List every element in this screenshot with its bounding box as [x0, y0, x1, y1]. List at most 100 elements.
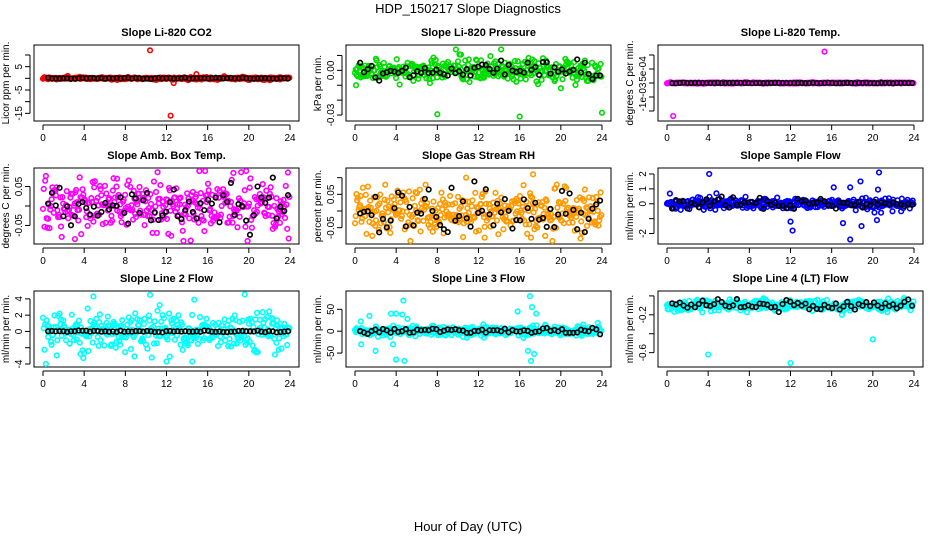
panel-title: Slope Amb. Box Temp.: [107, 150, 226, 162]
data-point: [493, 217, 501, 224]
outlier-point: [789, 227, 796, 234]
y-tick-label: 1: [638, 186, 649, 192]
data-point: [495, 231, 502, 238]
data-point: [48, 189, 56, 196]
data-point: [597, 60, 604, 68]
data-point: [253, 309, 261, 316]
data-point: [42, 172, 49, 180]
data-point: [574, 56, 581, 63]
data-point: [514, 58, 521, 65]
x-tick-label: 8: [435, 379, 441, 390]
data-point: [280, 196, 287, 203]
data-point: [402, 325, 409, 333]
data-point: [483, 200, 490, 207]
data-point: [79, 198, 86, 206]
data-point: [500, 226, 507, 233]
data-point: [90, 218, 97, 225]
data-point: [44, 215, 52, 222]
data-point: [364, 183, 372, 190]
outlier-point: [389, 341, 397, 348]
data-point: [244, 237, 251, 245]
data-point: [836, 306, 843, 313]
data-point: [454, 193, 462, 200]
data-point: [589, 205, 596, 212]
data-point: [897, 302, 904, 309]
data-point: [710, 301, 718, 308]
data-point: [76, 174, 83, 181]
data-point: [150, 178, 158, 185]
data-point: [237, 337, 244, 344]
data-point: [86, 199, 93, 207]
outlier-point: [529, 171, 537, 178]
data-point: [543, 223, 550, 230]
data-point: [398, 67, 406, 74]
data-point: [806, 306, 813, 313]
x-tick-label: 0: [40, 379, 46, 390]
data-point: [677, 206, 684, 213]
data-point: [515, 200, 522, 207]
data-point: [128, 191, 136, 198]
data-point: [201, 335, 208, 342]
data-point: [51, 312, 58, 319]
data-point: [534, 81, 542, 88]
outlier-point: [163, 358, 170, 365]
data-point: [166, 353, 173, 360]
data-point: [578, 229, 586, 236]
data-point: [596, 217, 603, 224]
outlier-point: [230, 169, 237, 177]
data-point: [155, 325, 162, 332]
data-point: [391, 325, 398, 333]
data-point: [118, 219, 125, 226]
data-point: [98, 192, 105, 199]
data-point: [73, 186, 80, 194]
data-point: [543, 59, 550, 66]
data-point: [387, 217, 394, 224]
x-tick-label: 12: [161, 133, 173, 144]
data-point: [79, 186, 86, 193]
data-point: [45, 200, 52, 207]
data-point: [175, 312, 182, 319]
data-point: [870, 198, 878, 205]
outlier-point: [873, 217, 881, 224]
data-point: [581, 186, 588, 193]
data-point: [421, 195, 428, 202]
data-point: [197, 190, 204, 197]
data-point: [239, 203, 246, 210]
data-point: [208, 200, 215, 207]
data-point: [832, 205, 839, 212]
x-axis-label: Hour of Day (UTC): [414, 519, 522, 534]
data-point: [844, 298, 851, 305]
data-point: [478, 326, 486, 333]
data-point: [699, 309, 706, 316]
data-point: [577, 235, 584, 242]
data-point: [471, 178, 478, 185]
data-point: [714, 296, 721, 303]
x-tick-label: 0: [40, 133, 46, 144]
plot-box: [657, 290, 924, 368]
x-tick-label: 24: [596, 133, 608, 144]
x-tick-label: 0: [664, 379, 670, 390]
colored-series: [663, 48, 917, 120]
data-point: [364, 72, 371, 80]
data-point: [832, 300, 839, 307]
plot-box: [33, 44, 300, 122]
data-point: [178, 216, 185, 223]
data-point: [170, 186, 177, 193]
data-point: [729, 194, 737, 201]
data-point: [94, 212, 101, 219]
data-point: [75, 317, 83, 324]
colored-series: [39, 47, 293, 119]
black-series: [357, 178, 604, 236]
data-point: [379, 215, 387, 223]
data-point: [547, 205, 554, 213]
data-point: [566, 190, 573, 197]
data-point: [520, 182, 527, 189]
data-point: [134, 201, 141, 208]
data-point: [140, 320, 147, 328]
data-point: [543, 197, 550, 205]
data-point: [432, 56, 439, 64]
data-point: [273, 215, 280, 222]
data-point: [459, 71, 467, 78]
data-point: [532, 63, 539, 71]
data-point: [452, 200, 459, 207]
